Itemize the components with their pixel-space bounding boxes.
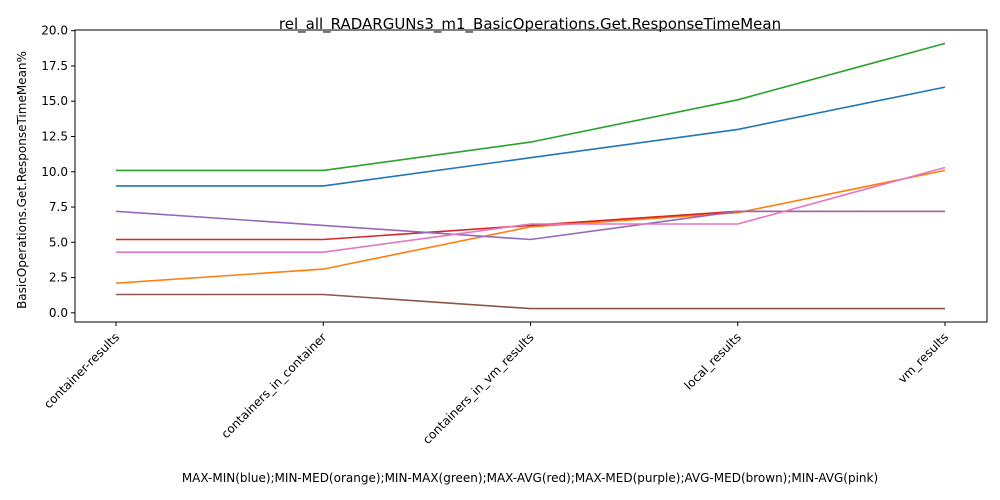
x-tick-label: container-results bbox=[41, 330, 122, 411]
x-axis: container-results containers_in_container… bbox=[41, 322, 951, 447]
series-line-5 bbox=[116, 293, 945, 310]
y-tick-label: 7.5 bbox=[49, 200, 68, 214]
plot-area bbox=[74, 29, 988, 323]
series-line-4 bbox=[115, 210, 945, 241]
y-axis: 0.0 2.5 5.0 7.5 10.0 12.5 15.0 17.5 20.0 bbox=[41, 24, 75, 320]
y-tick-label: 20.0 bbox=[41, 24, 68, 38]
series-line-2 bbox=[116, 42, 946, 172]
y-tick-label: 12.5 bbox=[41, 130, 68, 144]
series-line-1 bbox=[115, 169, 946, 284]
series-line-3 bbox=[116, 210, 945, 241]
x-tick-label: containers_in_vm_results bbox=[420, 330, 537, 447]
x-tick-label: local_results bbox=[682, 330, 744, 392]
y-tick-label: 17.5 bbox=[41, 59, 68, 73]
x-axis-label: MAX-MIN(blue);MIN-MED(orange);MIN-MAX(gr… bbox=[182, 471, 878, 485]
chart-title: rel_all_RADARGUNs3_m1_BasicOperations.Ge… bbox=[279, 15, 781, 34]
y-axis-label: BasicOperations.Get.ResponseTimeMean% bbox=[15, 51, 29, 309]
series-line-6 bbox=[116, 166, 946, 253]
x-tick-label: vm_results bbox=[895, 330, 951, 386]
series-line-0 bbox=[116, 86, 946, 187]
y-tick-label: 2.5 bbox=[49, 271, 68, 285]
y-tick-label: 0.0 bbox=[49, 306, 68, 320]
y-tick-label: 5.0 bbox=[49, 235, 68, 249]
y-tick-label: 15.0 bbox=[41, 94, 68, 108]
plot-frame bbox=[74, 29, 988, 323]
x-tick-label: containers_in_container bbox=[218, 330, 329, 441]
y-tick-label: 10.0 bbox=[41, 165, 68, 179]
